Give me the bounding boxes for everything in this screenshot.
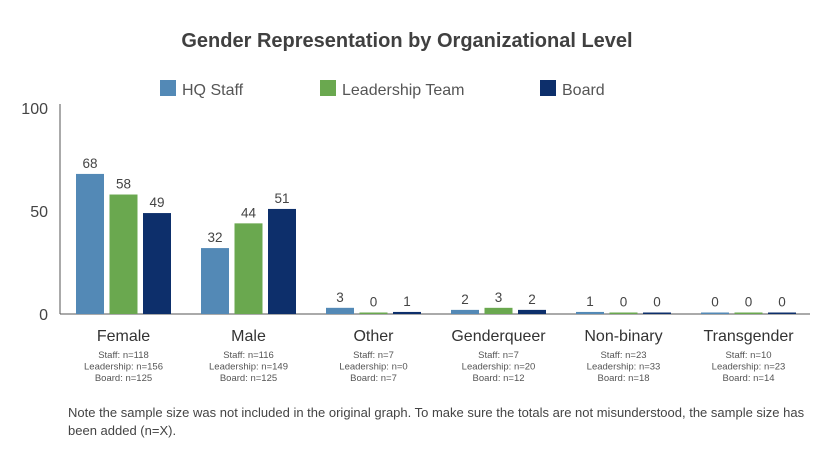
- sample-size-label: Leadership: n=23: [712, 362, 786, 373]
- x-tick-label: Male: [231, 328, 266, 345]
- data-label: 0: [711, 295, 719, 310]
- legend: HQ Staff Leadership Team Board: [160, 80, 605, 99]
- data-label: 58: [116, 177, 131, 192]
- bar: [109, 194, 138, 314]
- y-tick-label: 100: [21, 101, 48, 118]
- chart-title: Gender Representation by Organizational …: [181, 30, 632, 52]
- bar: [518, 309, 546, 314]
- data-label: 3: [495, 290, 503, 305]
- sample-size-label: Staff: n=10: [725, 350, 771, 361]
- data-label: 0: [745, 295, 753, 310]
- y-tick-label: 50: [30, 204, 48, 221]
- sample-size-label: Leadership: n=33: [587, 362, 661, 373]
- bar: [451, 309, 479, 314]
- bar: [734, 312, 763, 314]
- legend-label: Board: [562, 82, 605, 99]
- data-label: 2: [461, 292, 469, 307]
- data-label: 0: [370, 295, 378, 310]
- legend-label: Leadership Team: [342, 82, 464, 99]
- x-tick-label: Female: [97, 328, 150, 345]
- data-label: 44: [241, 205, 257, 220]
- bar: [201, 248, 229, 314]
- bar: [268, 208, 296, 314]
- bar: [393, 311, 421, 314]
- data-label: 0: [620, 295, 628, 310]
- sample-size-label: Staff: n=116: [223, 350, 274, 361]
- bar: [76, 173, 104, 314]
- legend-label: HQ Staff: [182, 82, 244, 99]
- data-label: 3: [336, 290, 344, 305]
- sample-size-label: Leadership: n=0: [339, 362, 407, 373]
- bar: [576, 311, 604, 314]
- sample-size-label: Board: n=12: [472, 373, 524, 384]
- sample-size-label: Board: n=14: [722, 373, 774, 384]
- bar: [234, 223, 263, 314]
- sample-size-label: Leadership: n=156: [84, 362, 163, 373]
- data-label: 51: [274, 191, 289, 206]
- bar-chart: Gender Representation by Organizational …: [21, 30, 810, 384]
- sample-size-label: Leadership: n=20: [462, 362, 536, 373]
- x-tick-label: Genderqueer: [451, 328, 546, 345]
- legend-swatch: [320, 80, 336, 96]
- data-label: 49: [149, 195, 164, 210]
- data-label: 2: [528, 292, 536, 307]
- bar: [768, 312, 796, 314]
- footnote: Note the sample size was not included in…: [68, 405, 805, 438]
- bar: [143, 213, 171, 314]
- y-tick-label: 0: [39, 307, 48, 324]
- sample-size-label: Board: n=125: [95, 373, 152, 384]
- bar: [701, 312, 729, 314]
- bar: [609, 312, 638, 314]
- sample-size-label: Board: n=7: [350, 373, 397, 384]
- data-label: 1: [403, 294, 411, 309]
- data-label: 68: [82, 156, 97, 171]
- data-label: 1: [586, 294, 594, 309]
- legend-swatch: [540, 80, 556, 96]
- bar: [484, 307, 513, 314]
- sample-size-label: Staff: n=118: [98, 350, 149, 361]
- sample-size-label: Leadership: n=149: [209, 362, 288, 373]
- data-label: 0: [778, 295, 786, 310]
- x-tick-label: Non-binary: [584, 328, 662, 345]
- x-tick-label: Other: [353, 328, 394, 345]
- sample-size-label: Staff: n=7: [353, 350, 394, 361]
- sample-size-label: Board: n=125: [220, 373, 277, 384]
- legend-swatch: [160, 80, 176, 96]
- sample-size-label: Staff: n=7: [478, 350, 519, 361]
- sample-size-label: Staff: n=23: [600, 350, 646, 361]
- bar: [359, 312, 388, 314]
- sample-size-label: Board: n=18: [597, 373, 649, 384]
- x-tick-label: Transgender: [703, 328, 794, 345]
- data-label: 0: [653, 295, 661, 310]
- bar: [643, 312, 671, 314]
- bar: [326, 307, 354, 314]
- data-label: 32: [207, 230, 222, 245]
